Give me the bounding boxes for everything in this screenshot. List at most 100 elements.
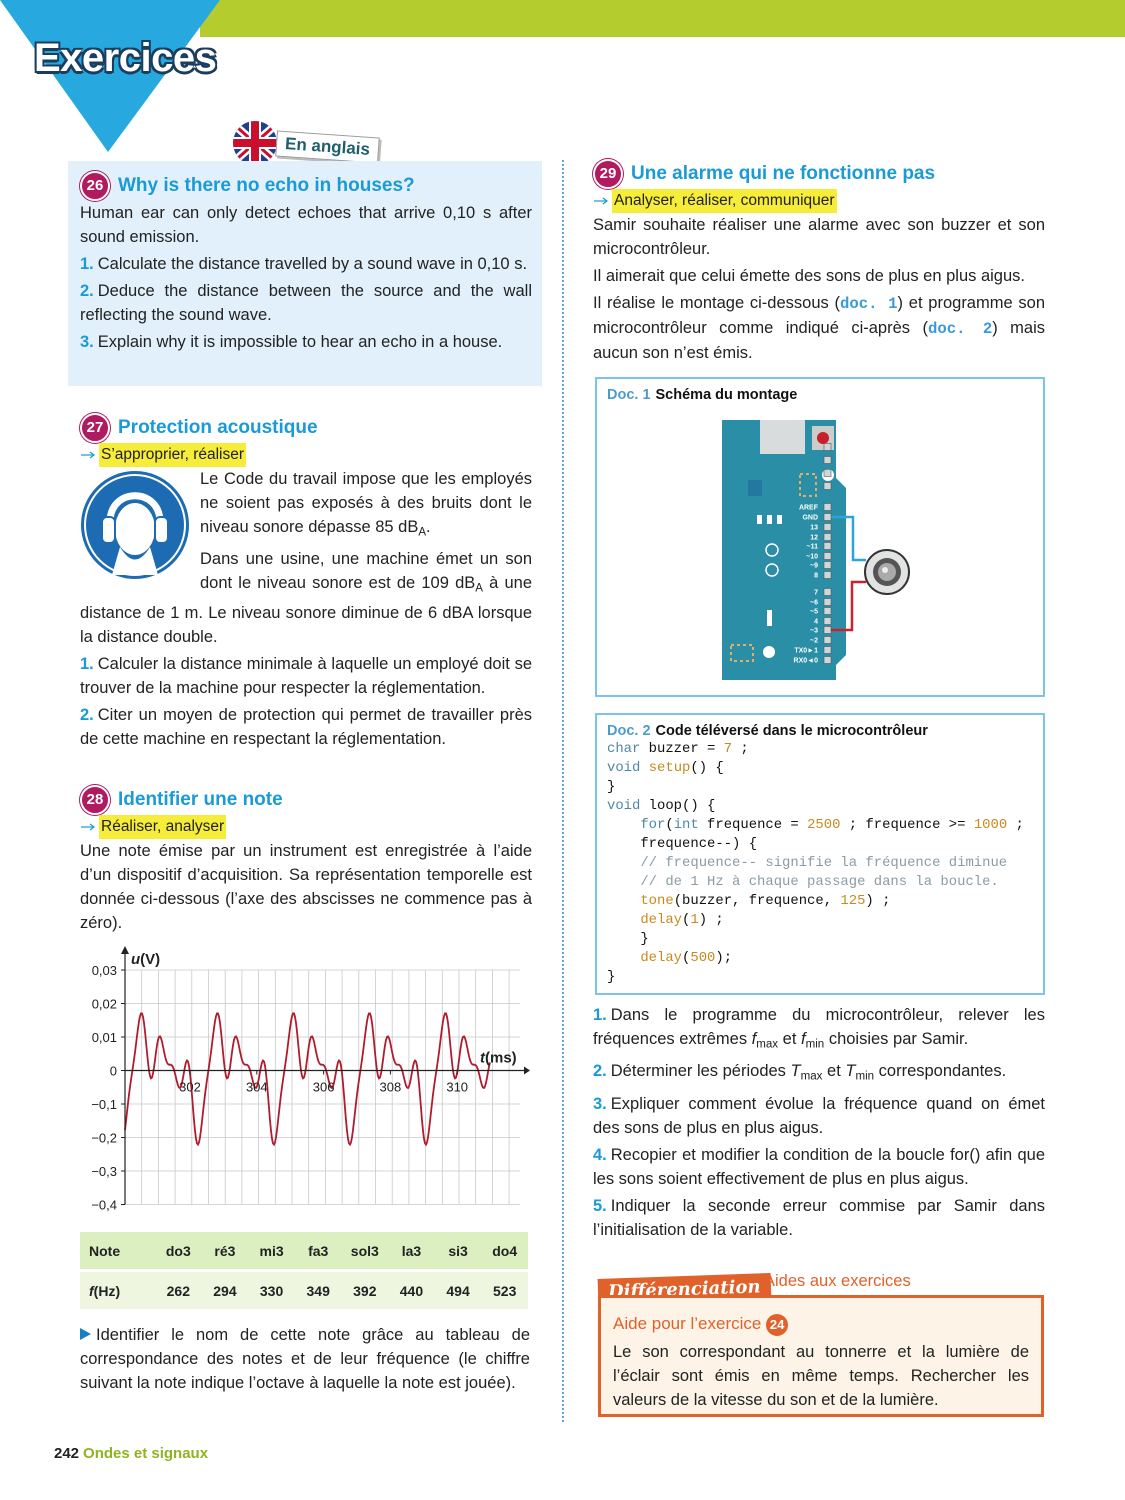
text-run: Expliquer comment évolue la fréquence qu…	[593, 1094, 1045, 1137]
pin-label: 7	[814, 590, 818, 597]
table-cell: mi3	[259, 1242, 284, 1259]
table-cell: sol3	[350, 1242, 379, 1259]
table-cell: 440	[399, 1282, 424, 1299]
column-separator	[562, 160, 564, 1422]
pin	[823, 571, 832, 579]
text-run: Calculer la distance minimale à laquelle…	[80, 654, 532, 697]
text-run: ) ;	[865, 893, 891, 909]
run-i: t	[480, 1050, 486, 1067]
text-run: (V)	[140, 951, 160, 968]
table-row: Note do3 ré3 mi3 fa3 sol3 la3 si3 do4	[80, 1232, 528, 1269]
code-line: tone(buzzer, frequence, 125) ;	[607, 892, 1033, 911]
diff-subtitle: Aides aux exercices	[764, 1272, 911, 1290]
run-kw: char	[607, 741, 641, 757]
y-tick-label: −0,3	[91, 1164, 117, 1179]
run-n: 1	[690, 912, 699, 928]
text-run: ) ;	[698, 912, 724, 928]
y-axis-arrow	[121, 946, 129, 954]
text-run: }	[607, 779, 616, 795]
icon	[81, 471, 189, 579]
pin	[823, 588, 832, 596]
pin-label: ~9	[810, 563, 818, 570]
text-run: Il aimerait que celui émette des sons de…	[593, 267, 1025, 285]
text-run: }	[607, 931, 649, 947]
paragraph: 1. Dans le programme du microcontrôleur, …	[593, 1003, 1045, 1056]
pin	[823, 552, 832, 560]
code-line: // frequence-- signifie la fréquence dim…	[607, 854, 1033, 873]
table-cell: 330	[259, 1282, 284, 1299]
table-cell: do4	[492, 1242, 518, 1259]
text-run: Déterminer les périodes	[610, 1062, 791, 1081]
skills: Analyser, réaliser, communiquer	[593, 189, 1045, 213]
text-run: Dans le programme du microcontrôleur, re…	[593, 1006, 1045, 1048]
code-line: char buzzer = 7 ;	[607, 740, 1033, 759]
table-cell: fa3	[308, 1242, 329, 1259]
pin-label: RX0◄0	[794, 658, 819, 665]
run-num: 5.	[593, 1196, 607, 1215]
doc-title: Code téléversé dans le microcontrôleur	[655, 723, 928, 739]
table-cell: 349	[306, 1282, 330, 1299]
y-tick-label: −0,4	[91, 1198, 117, 1213]
code-line: delay(500);	[607, 949, 1033, 968]
text-run: }	[607, 969, 616, 985]
text-run: (ms)	[485, 1050, 517, 1067]
text-run	[607, 817, 640, 833]
buzzer	[864, 549, 910, 595]
run-num: 1.	[80, 654, 94, 673]
exercise-head: 27 Protection acoustique	[80, 413, 532, 443]
code-line: }	[607, 778, 1033, 797]
run-sub: max	[756, 1038, 779, 1051]
text-run: (buzzer, frequence,	[673, 893, 841, 909]
pin	[823, 456, 832, 464]
paragraph: 2. Deduce the distance between the source…	[80, 279, 532, 327]
x-tick-label: 302	[179, 1080, 201, 1095]
y-tick-label: 0	[110, 1064, 117, 1079]
run-fn: setup	[648, 760, 691, 776]
run-n: 1000	[973, 817, 1008, 833]
paragraph: Human ear can only detect echoes that ar…	[80, 201, 532, 249]
table-cell: si3	[448, 1242, 468, 1259]
x-tick-label: 306	[313, 1080, 335, 1095]
doc-box: Doc. 2 Code téléversé dans le microcontrô…	[595, 713, 1045, 995]
instruction: Identifier le nom de cette note grâce au…	[80, 1323, 530, 1395]
skills: Réaliser, analyser	[80, 815, 532, 839]
wire-pin	[831, 580, 866, 632]
doc-header: Doc. 1 Schéma du montage	[597, 379, 1043, 403]
top-band	[200, 0, 1125, 37]
paragraph: Une note émise par un instrument est enr…	[80, 839, 532, 935]
pin-label: 8	[814, 573, 818, 580]
diff-title: Aide pour l’exercice 24	[613, 1312, 1029, 1336]
text-run	[607, 950, 640, 966]
code-line: delay(1) ;	[607, 911, 1033, 930]
text-run	[607, 893, 640, 909]
paragraph: 3. Expliquer comment évolue la fréquence …	[593, 1092, 1045, 1140]
run-kw: int	[673, 817, 699, 833]
text-run	[607, 912, 640, 928]
wire-gnd	[831, 515, 866, 562]
text-run: Explain why it is impossible to hear an …	[97, 333, 503, 351]
paragraphs: Une note émise par un instrument est enr…	[80, 839, 532, 935]
run-n: 125	[840, 893, 866, 909]
text-run: (	[665, 817, 674, 833]
y-tick-label: −0,2	[91, 1131, 117, 1146]
text-run: loop() {	[640, 798, 716, 814]
table-cell: 294	[213, 1282, 237, 1299]
pin	[823, 513, 832, 521]
run-num: 3.	[593, 1094, 607, 1113]
run-num: 2.	[80, 282, 94, 300]
run-num: 2.	[80, 705, 94, 724]
code-line: for(int frequence = 2500 ; frequence >= …	[607, 816, 1033, 835]
text-run: Le Code du travail impose que les employ…	[200, 470, 532, 536]
text-run: ; frequence >=	[840, 817, 974, 833]
exercise-number: 29	[593, 159, 623, 189]
code-listing: char buzzer = 7 ; void setup() {} void loo…	[597, 739, 1043, 988]
text-run: (Hz)	[93, 1282, 121, 1299]
diff-box: Aide pour l’exercice 24 Le son correspon…	[598, 1295, 1044, 1417]
ear-protection-icon	[80, 467, 200, 579]
paragraph: Dans une usine, une machine émet un son …	[80, 547, 532, 648]
run-i: T	[845, 1062, 856, 1081]
pin-label: ~11	[807, 544, 819, 551]
run-kw: for	[640, 817, 666, 833]
x-axis-arrow	[524, 1066, 530, 1075]
